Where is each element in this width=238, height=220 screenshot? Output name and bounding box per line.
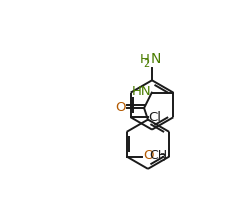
Text: 2: 2 — [144, 59, 150, 69]
Text: O: O — [115, 101, 126, 114]
Text: O: O — [143, 149, 153, 162]
Text: CH: CH — [150, 149, 168, 162]
Text: 3: 3 — [159, 153, 165, 163]
Text: N: N — [151, 52, 161, 66]
Text: HN: HN — [131, 85, 151, 98]
Text: H: H — [140, 53, 150, 66]
Text: Cl: Cl — [148, 111, 161, 124]
